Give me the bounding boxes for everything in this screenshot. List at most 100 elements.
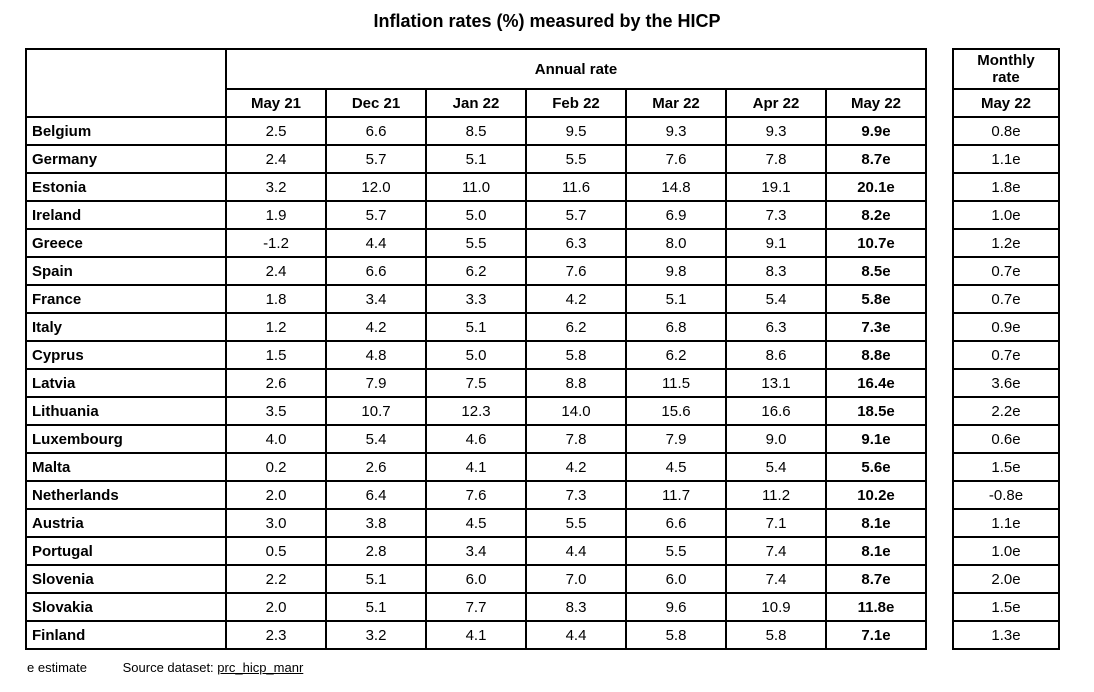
monthly-value-cell: 1.0e [952, 200, 1060, 230]
annual-value-cell-latest: 5.6e [825, 452, 927, 482]
annual-value-cell: 7.7 [425, 592, 527, 622]
annual-value-cell-latest: 8.1e [825, 508, 927, 538]
monthly-value-cell: 0.9e [952, 312, 1060, 342]
country-label: Slovakia [25, 592, 227, 622]
country-label: Belgium [25, 116, 227, 146]
monthly-value-cell: -0.8e [952, 480, 1060, 510]
table-row: Lithuania 3.5 10.7 12.3 14.0 15.6 16.6 1… [25, 396, 927, 426]
annual-value-cell: 4.1 [425, 620, 527, 650]
page-title: Inflation rates (%) measured by the HICP [373, 11, 721, 31]
annual-value-cell: 6.2 [425, 256, 527, 286]
monthly-row: 1.2e [952, 228, 1060, 258]
group-header-row: Annual rate [25, 48, 927, 118]
annual-value-cell-latest: 10.7e [825, 228, 927, 258]
annual-value-cell: 6.3 [525, 228, 627, 258]
annual-value-cell: 3.4 [325, 284, 427, 314]
monthly-row: 0.9e [952, 312, 1060, 342]
annual-value-cell: 7.9 [625, 424, 727, 454]
annual-value-cell: 8.0 [625, 228, 727, 258]
monthly-value-cell: 0.7e [952, 284, 1060, 314]
country-label: Greece [25, 228, 227, 258]
annual-value-cell: 5.8 [525, 340, 627, 370]
annual-value-cell: 5.7 [325, 144, 427, 174]
monthly-value-cell: 1.3e [952, 620, 1060, 650]
monthly-row: 1.5e [952, 592, 1060, 622]
annual-value-cell-latest: 8.1e [825, 536, 927, 566]
annual-value-cell: 4.4 [525, 536, 627, 566]
annual-value-cell: 3.3 [425, 284, 527, 314]
source-dataset-link[interactable]: prc_hicp_manr [217, 660, 304, 675]
table-row: Spain 2.4 6.6 6.2 7.6 9.8 8.3 8.5e [25, 256, 927, 286]
annual-value-cell-latest: 8.7e [825, 144, 927, 174]
monthly-row: 1.0e [952, 200, 1060, 230]
annual-value-cell: 7.0 [525, 564, 627, 594]
annual-value-cell: 5.1 [325, 564, 427, 594]
table-row: Greece -1.2 4.4 5.5 6.3 8.0 9.1 10.7e [25, 228, 927, 258]
month-header-row: May 21 Dec 21 Jan 22 Feb 22 Mar 22 Apr 22 May … [26, 88, 927, 118]
annual-value-cell-latest: 8.2e [825, 200, 927, 230]
monthly-value-cell: 1.8e [952, 172, 1060, 202]
monthly-row: 1.1e [952, 144, 1060, 174]
annual-value-cell: 8.3 [525, 592, 627, 622]
annual-value-cell: 14.8 [625, 172, 727, 202]
annual-value-cell: 7.6 [625, 144, 727, 174]
annual-value-cell: 1.2 [225, 312, 327, 342]
annual-value-cell: 2.0 [225, 480, 327, 510]
annual-value-cell: 2.3 [225, 620, 327, 650]
annual-value-cell: 16.6 [725, 396, 827, 426]
annual-value-cell: 14.0 [525, 396, 627, 426]
annual-value-cell-latest: 5.8e [825, 284, 927, 314]
table-row: Estonia 3.2 12.0 11.0 11.6 14.8 19.1 20.… [25, 172, 927, 202]
annual-value-cell: 5.4 [725, 452, 827, 482]
annual-value-cell: 19.1 [725, 172, 827, 202]
annual-value-cell: 2.6 [225, 368, 327, 398]
monthly-value-cell: 2.0e [952, 564, 1060, 594]
column-header: Mar 22 [625, 88, 727, 118]
monthly-value-cell: 2.2e [952, 396, 1060, 426]
annual-value-cell: 4.5 [625, 452, 727, 482]
monthly-row: 1.8e [952, 172, 1060, 202]
annual-value-cell: 5.1 [425, 312, 527, 342]
country-label: Spain [25, 256, 227, 286]
country-label: Netherlands [25, 480, 227, 510]
annual-value-cell: 6.2 [525, 312, 627, 342]
annual-value-cell: 8.5 [425, 116, 527, 146]
annual-value-cell: 7.4 [725, 536, 827, 566]
monthly-value-cell: 1.2e [952, 228, 1060, 258]
country-label: Lithuania [25, 396, 227, 426]
country-label: Portugal [25, 536, 227, 566]
annual-value-cell: 8.3 [725, 256, 827, 286]
annual-value-cell: 6.4 [325, 480, 427, 510]
monthly-value-cell: 1.5e [952, 592, 1060, 622]
annual-value-cell: 3.2 [325, 620, 427, 650]
annual-value-cell: 2.4 [225, 256, 327, 286]
annual-value-cell: 11.5 [625, 368, 727, 398]
annual-value-cell: 2.4 [225, 144, 327, 174]
annual-value-cell: 3.0 [225, 508, 327, 538]
annual-value-cell: 1.9 [225, 200, 327, 230]
annual-value-cell: -1.2 [225, 228, 327, 258]
monthly-rate-header: Monthly rate [952, 48, 1060, 90]
annual-value-cell: 4.0 [225, 424, 327, 454]
table-row: Latvia 2.6 7.9 7.5 8.8 11.5 13.1 16.4e [25, 368, 927, 398]
annual-value-cell: 6.0 [625, 564, 727, 594]
table-row: Slovenia 2.2 5.1 6.0 7.0 6.0 7.4 8.7e [25, 564, 927, 594]
annual-value-cell: 6.8 [625, 312, 727, 342]
annual-value-cell-latest: 16.4e [825, 368, 927, 398]
table-row: Slovakia 2.0 5.1 7.7 8.3 9.6 10.9 11.8e [25, 592, 927, 622]
monthly-value-cell: 0.7e [952, 256, 1060, 286]
annual-value-cell: 15.6 [625, 396, 727, 426]
annual-value-cell: 2.6 [325, 452, 427, 482]
annual-value-cell: 2.5 [225, 116, 327, 146]
annual-value-cell: 7.3 [525, 480, 627, 510]
annual-value-cell: 6.6 [325, 256, 427, 286]
annual-value-cell: 5.7 [325, 200, 427, 230]
annual-value-cell-latest: 8.8e [825, 340, 927, 370]
monthly-row: 1.0e [952, 536, 1060, 566]
annual-rate-header: Annual rate [225, 48, 927, 90]
annual-value-cell: 9.1 [725, 228, 827, 258]
footnote: e estimate Source dataset: prc_hicp_manr [27, 660, 1094, 675]
annual-value-cell-latest: 7.3e [825, 312, 927, 342]
table-row: Belgium 2.5 6.6 8.5 9.5 9.3 9.3 9.9e [25, 116, 927, 146]
annual-value-cell: 3.8 [325, 508, 427, 538]
